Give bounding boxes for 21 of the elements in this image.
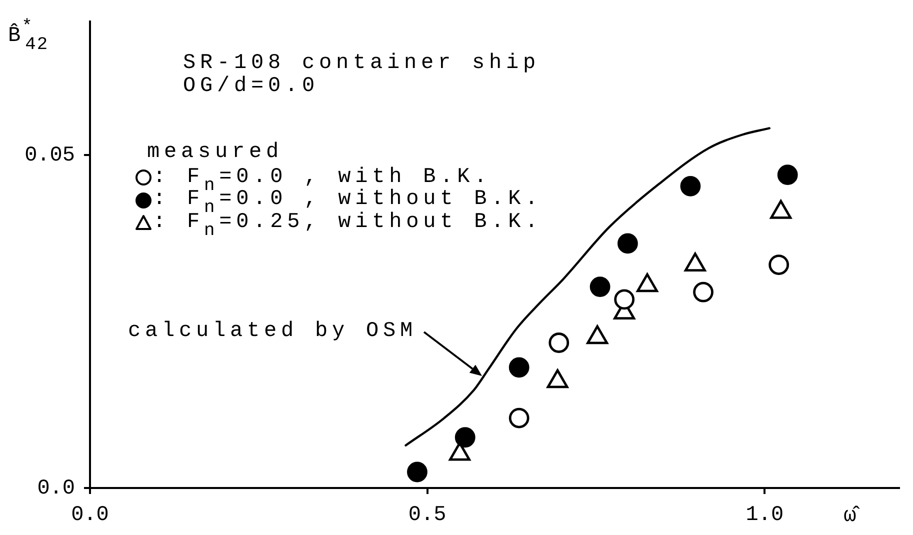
- point: [548, 332, 570, 353]
- point: [693, 282, 714, 302]
- y-tick-label: 0.05: [24, 144, 75, 168]
- text: SR-108 container ship: [183, 52, 540, 76]
- point: [680, 176, 701, 196]
- x-tick-label: 0.0: [71, 504, 109, 528]
- x-axis-title: ω̂: [844, 505, 861, 529]
- text: OG/d=0.0: [183, 74, 320, 99]
- x-tick-label: 0.5: [408, 504, 446, 528]
- x-tick-label: 1.0: [746, 504, 784, 528]
- annotation: calculated by OSM: [128, 320, 418, 344]
- legend-title: measured: [146, 140, 284, 166]
- point: [618, 233, 638, 254]
- point: [768, 254, 790, 275]
- point: [590, 276, 610, 297]
- point: [614, 289, 635, 310]
- point: [777, 164, 798, 186]
- point: [508, 357, 530, 378]
- point: [508, 408, 530, 428]
- point: [407, 462, 428, 482]
- point: [454, 427, 476, 448]
